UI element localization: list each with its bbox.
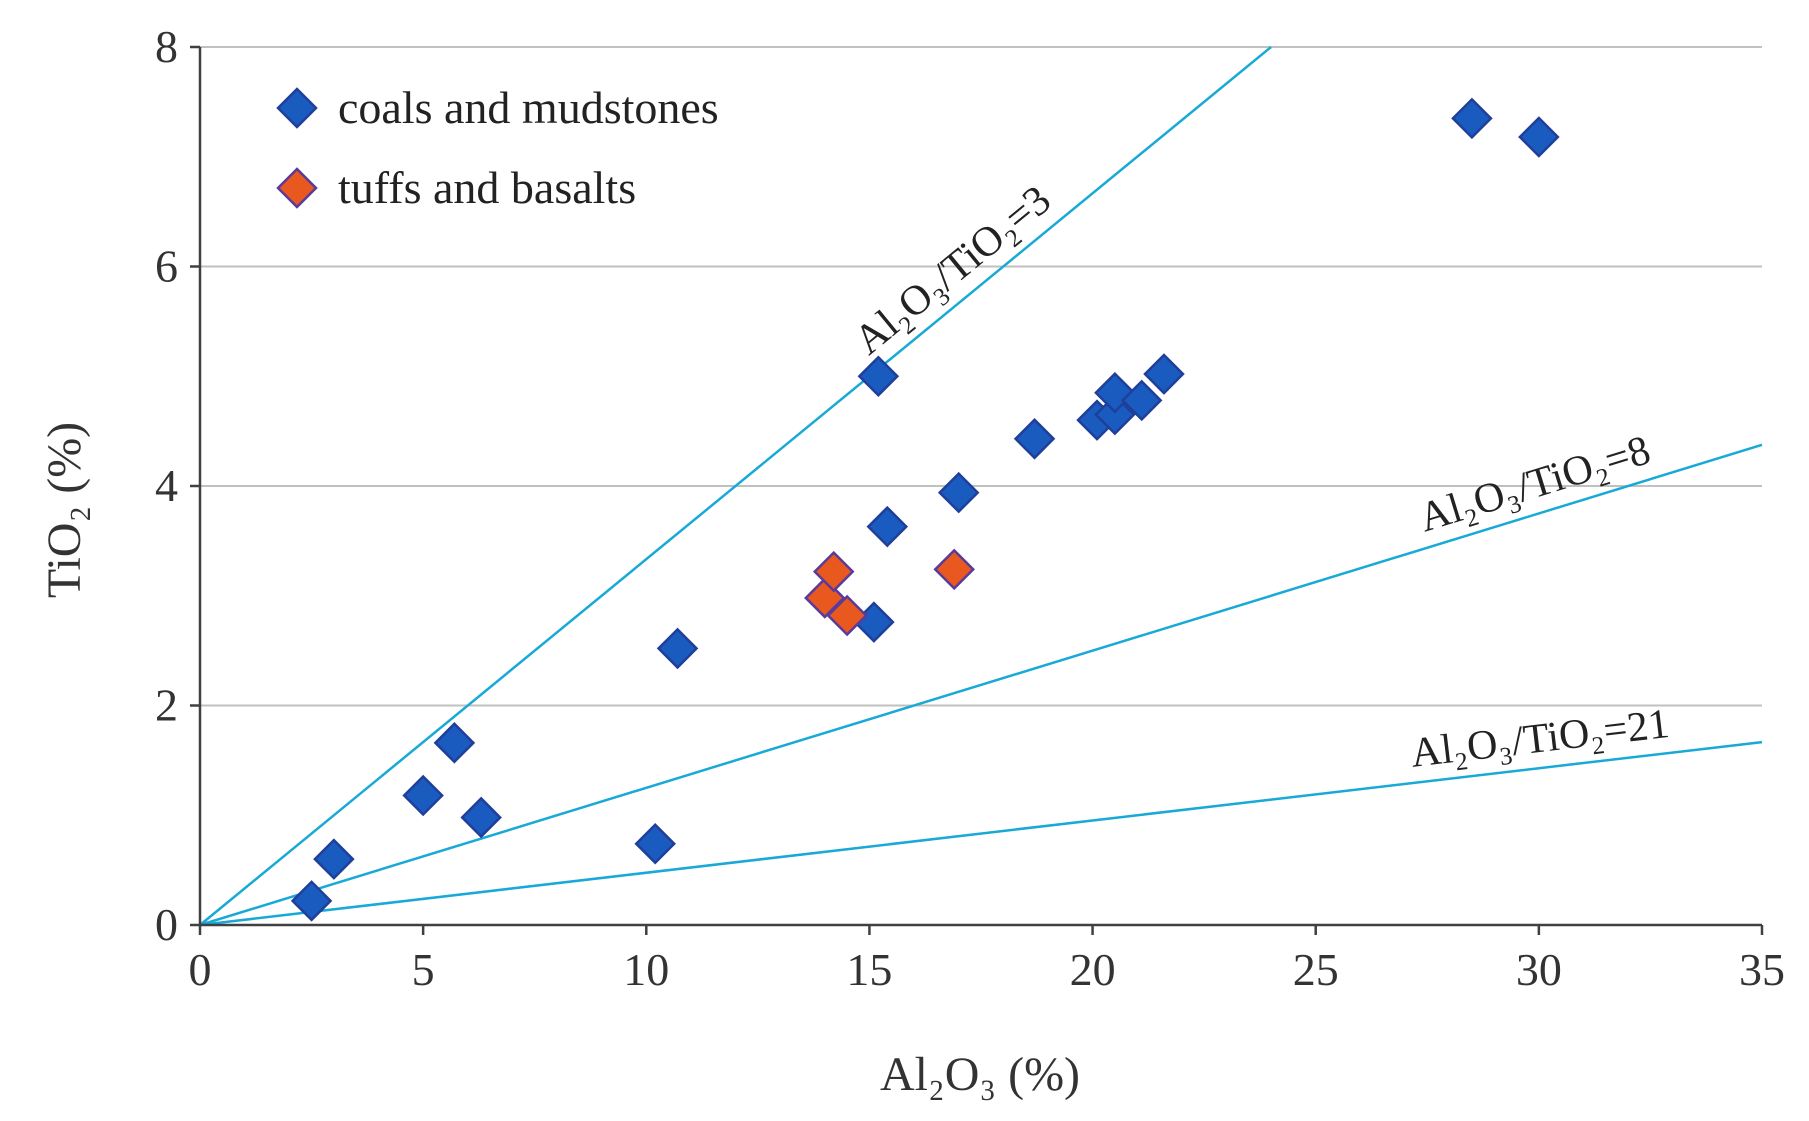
legend-label-coals: coals and mudstones	[338, 82, 719, 133]
x-tick-label-0: 0	[189, 944, 212, 995]
axis-titles: Al₂O₃ (%) TiO₂ (%)	[38, 422, 1080, 1101]
coals-point-13	[1094, 393, 1136, 436]
coals-point-8	[857, 355, 900, 398]
tuffs-point-3	[933, 548, 975, 591]
coals-point-4	[460, 796, 502, 839]
tuffs-point-1	[812, 550, 855, 593]
coals-point-9	[866, 505, 909, 548]
coals-point-0	[290, 880, 333, 922]
x-tick-label-5: 5	[412, 944, 435, 995]
ratio-label-3: Al₂O₃/TiO₂=3	[846, 177, 1060, 364]
legend-marker-tuffs	[276, 167, 318, 209]
y-tick-label-2: 2	[155, 680, 178, 731]
y-tick-label-0: 0	[155, 899, 178, 950]
x-axis-title: Al₂O₃ (%)	[880, 1048, 1080, 1101]
y-tick-label-6: 6	[155, 241, 178, 292]
tick-labels: 0 2 4 6 8 0 5 10 15 20 25 30 35	[155, 21, 1785, 995]
legend: coals and mudstones tuffs and basalts	[276, 82, 719, 213]
x-tick-label-15: 15	[846, 944, 892, 995]
ratio-label-8: Al₂O₃/TiO₂=8	[1414, 427, 1656, 541]
ratio-line-8	[199, 443, 1763, 927]
coals-point-17	[1451, 97, 1493, 140]
x-tick-label-20: 20	[1070, 944, 1116, 995]
ratio-line-21	[199, 740, 1763, 927]
coals-point-3	[433, 722, 476, 764]
coals-point-15	[1120, 379, 1163, 422]
coals-point-11	[1013, 418, 1056, 460]
coals-point-16	[1143, 353, 1185, 395]
data-points	[290, 97, 1560, 922]
y-tick-label-8: 8	[155, 21, 178, 72]
coals-point-6	[656, 627, 699, 670]
coals-point-18	[1518, 116, 1560, 158]
y-tick-label-4: 4	[155, 460, 178, 511]
grid-lines	[200, 46, 1762, 707]
legend-marker-coals	[276, 87, 318, 129]
x-tick-label-35: 35	[1739, 944, 1785, 995]
x-tick-label-30: 30	[1516, 944, 1562, 995]
y-axis-title: TiO₂ (%)	[38, 422, 91, 598]
ratio-label-21: Al₂O₃/TiO₂=21	[1408, 701, 1671, 777]
x-tick-label-25: 25	[1293, 944, 1339, 995]
coals-point-10	[937, 471, 980, 514]
coals-point-5	[634, 823, 676, 865]
x-tick-label-10: 10	[623, 944, 669, 995]
axes	[190, 45, 1764, 935]
coals-point-2	[402, 774, 444, 817]
ratio-line-3	[199, 46, 1272, 926]
tuffs-point-2	[826, 594, 868, 637]
coals-point-1	[313, 838, 355, 880]
legend-label-tuffs: tuffs and basalts	[338, 162, 636, 213]
